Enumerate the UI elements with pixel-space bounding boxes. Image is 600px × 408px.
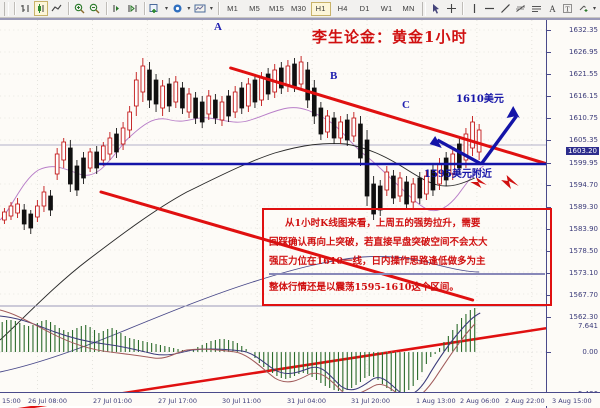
price-tick-12: 1567.70	[569, 291, 598, 299]
text-label-icon[interactable]: T	[561, 1, 575, 16]
equidistant-channel-icon[interactable]	[530, 1, 544, 16]
timeframe-mn[interactable]: MN	[402, 4, 415, 13]
svg-text:A: A	[549, 4, 556, 14]
time-tick-7: 1 Aug 13:00	[416, 397, 456, 405]
crosshair-icon[interactable]	[445, 1, 459, 16]
price-tick-2: 1621.55	[569, 70, 598, 78]
note-line-4: 整体行情还是以震荡1595-1610这个区间。	[269, 273, 545, 297]
chart-grid	[0, 20, 546, 394]
cursor-icon[interactable]	[429, 1, 443, 16]
time-axis[interactable]: 15:00 26 Jul 08:00 27 Jul 01:00 27 Jul 1…	[0, 392, 600, 406]
vertical-line-icon[interactable]	[467, 1, 481, 16]
auto-scroll-dropdown-arrow-icon[interactable]: ▾	[187, 6, 191, 12]
timeframe-m1[interactable]: M1	[227, 4, 238, 13]
time-tick-4: 30 Jul 11:00	[222, 397, 261, 405]
toolbar-separator	[462, 2, 464, 15]
macd-signal-line	[0, 312, 481, 396]
price-tick-10: 1578.50	[569, 247, 598, 255]
text-icon[interactable]: A	[545, 1, 559, 16]
candlestick-chart-icon[interactable]	[34, 1, 48, 16]
svg-text:T: T	[566, 6, 571, 14]
timeframe-m30[interactable]: M30	[290, 4, 307, 13]
indicator-tick-zero: 0.00	[582, 348, 598, 356]
note-line-1: 从1小时K线图来看，上周五的强势拉升，需要	[285, 218, 481, 229]
toolbar-separator	[67, 2, 69, 15]
price-tick-3: 1616.15	[569, 92, 598, 100]
time-tick-3: 27 Jul 17:00	[158, 397, 197, 405]
scroll-end-icon[interactable]	[110, 1, 124, 16]
timeframe-h1[interactable]: H1	[310, 1, 331, 16]
ma-fast-line	[0, 107, 484, 221]
macd-histogram	[1, 308, 476, 394]
price-tick-8: 1589.30	[569, 203, 598, 211]
main-toolbar: ▾ ▾ ▾ M1 M5 M15 M30 H1 H4 D1 W1 MN	[0, 0, 600, 18]
objects-list-icon[interactable]	[576, 1, 590, 16]
time-tick-5: 31 Jul 04:00	[287, 397, 326, 405]
time-tick-6: 31 Jul 20:00	[351, 397, 390, 405]
timeframe-m5[interactable]: M5	[249, 4, 260, 13]
time-tick-1: 26 Jul 08:00	[28, 397, 67, 405]
pivot-label-a: A	[214, 21, 222, 33]
chart-title: 李生论金：黄金1小时	[312, 28, 468, 46]
toolbar-separator	[13, 2, 15, 15]
add-indicator-dropdown-arrow-icon[interactable]: ▾	[164, 6, 168, 12]
templates-icon[interactable]	[193, 1, 207, 16]
timeframe-w1[interactable]: W1	[380, 4, 393, 13]
target-price-label: 1610美元	[456, 94, 504, 105]
auto-scroll-icon[interactable]	[171, 1, 185, 16]
horizontal-line-icon[interactable]	[483, 1, 497, 16]
zoom-out-icon[interactable]	[88, 1, 102, 16]
fibonacci-icon[interactable]	[514, 1, 528, 16]
toolbar-separator	[217, 2, 219, 15]
note-line-2: 回踩确认再向上突破，若直接早盘突破空间不会太大	[269, 237, 488, 248]
price-tick-4: 1610.75	[569, 114, 598, 122]
price-tick-13: 1562.30	[569, 313, 598, 321]
templates-dropdown-arrow-icon[interactable]: ▾	[209, 6, 213, 12]
add-indicator-icon[interactable]	[148, 1, 162, 16]
chart-shift-icon[interactable]	[126, 1, 140, 16]
zoom-in-icon[interactable]	[72, 1, 86, 16]
trendline-icon[interactable]	[498, 1, 512, 16]
indicator-tick-max: 7.641	[577, 322, 598, 330]
time-tick-2: 27 Jul 01:00	[93, 397, 132, 405]
time-tick-0: 15:00	[2, 397, 21, 405]
line-chart-icon[interactable]	[50, 1, 64, 16]
toolbar-separator	[105, 2, 107, 15]
bar-chart-icon[interactable]	[18, 1, 32, 16]
pivot-label-b: B	[330, 70, 338, 82]
note-line-3: 强压力位在1610一线，日内操作思路逢低做多为主	[269, 256, 486, 267]
price-tick-1: 1626.95	[569, 48, 598, 56]
analysis-note-box: 从1小时K线图来看，上周五的强势拉升，需要 回踩确认再向上突破，若直接早盘突破空…	[262, 208, 552, 306]
toolbar-separator	[143, 2, 145, 15]
price-tick-0: 1632.35	[569, 26, 598, 34]
price-tick-7: 1594.70	[569, 181, 598, 189]
price-tick-6: 1599.95	[569, 159, 598, 167]
price-projection-arrow	[429, 106, 520, 166]
time-tick-8: 2 Aug 06:00	[460, 397, 500, 405]
toolbar-grip-2[interactable]	[421, 1, 427, 16]
objects-dropdown-arrow-icon[interactable]: ▾	[592, 6, 596, 12]
price-tick-11: 1573.10	[569, 269, 598, 277]
pivot-label-c: C	[402, 99, 410, 111]
price-tick-5: 1605.35	[569, 136, 598, 144]
timeframe-d1[interactable]: D1	[359, 4, 370, 13]
toolbar-grip-1[interactable]	[4, 1, 9, 16]
price-axis[interactable]: 1632.35 1626.95 1621.55 1616.15 1610.75 …	[546, 20, 600, 408]
macd-main-line	[0, 309, 476, 400]
time-tick-10: 3 Aug 15:00	[552, 397, 592, 405]
channel-upper-trendline	[229, 66, 546, 166]
time-tick-9: 2 Aug 22:00	[505, 397, 545, 405]
timeframe-h4[interactable]: H4	[337, 4, 348, 13]
price-tick-9: 1583.90	[569, 225, 598, 233]
current-price-label: 1603.20	[566, 147, 599, 155]
timeframe-m15[interactable]: M15	[268, 4, 285, 13]
support-price-label: 1595美元附近	[424, 169, 492, 180]
